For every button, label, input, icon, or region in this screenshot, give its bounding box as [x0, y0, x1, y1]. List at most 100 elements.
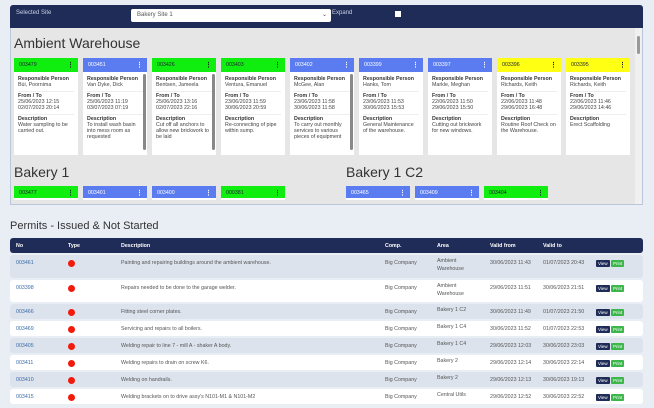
permit-number[interactable]: 003397: [433, 62, 451, 68]
kebab-menu-icon[interactable]: ⋮: [205, 62, 212, 69]
print-button[interactable]: Print: [611, 326, 625, 333]
view-button[interactable]: View: [596, 309, 610, 316]
permit-card-body: Responsible Person Markle, Meghan From / T…: [428, 72, 492, 155]
permit-card[interactable]: 003395 ⋮ Responsible Person Richards, Keith…: [566, 58, 630, 155]
site-select[interactable]: Bakery Site 1 ⌄: [131, 9, 331, 22]
permit-number[interactable]: 003409: [420, 190, 438, 196]
permit-card-header[interactable]: 003426 ⋮: [152, 58, 216, 72]
view-button[interactable]: View: [596, 394, 610, 401]
permit-number[interactable]: 003479: [19, 62, 37, 68]
permit-card-header[interactable]: 003396 ⋮: [497, 58, 561, 72]
permit-number[interactable]: 003399: [364, 62, 382, 68]
permit-link[interactable]: 003415: [16, 394, 34, 400]
permit-card-header[interactable]: 003397 ⋮: [428, 58, 492, 72]
kebab-menu-icon[interactable]: ⋮: [67, 190, 74, 197]
kebab-menu-icon[interactable]: ⋮: [205, 190, 212, 197]
status-dot-icon: [68, 285, 75, 292]
permit-card[interactable]: 003403 ⋮ Responsible Person Ventura, Emanue…: [221, 58, 285, 155]
print-button[interactable]: Print: [611, 260, 625, 267]
permit-card[interactable]: 003479 ⋮ Responsible Person Bùi, Poornima Fr…: [14, 58, 78, 155]
permit-card[interactable]: 003426 ⋮ Responsible Person Bentsen, Jameel…: [152, 58, 216, 155]
permit-number[interactable]: 000381: [226, 190, 244, 196]
view-button[interactable]: View: [596, 377, 610, 384]
permit-card[interactable]: 000381 ⋮: [221, 186, 285, 200]
print-button[interactable]: Print: [611, 360, 625, 367]
permit-number[interactable]: 003426: [157, 62, 175, 68]
view-button[interactable]: View: [596, 343, 610, 350]
view-button[interactable]: View: [596, 260, 610, 267]
permit-card-header[interactable]: 003479 ⋮: [14, 58, 78, 72]
permit-link[interactable]: 003411: [16, 360, 34, 366]
permit-card[interactable]: 003401 ⋮: [83, 186, 147, 200]
column-header[interactable]: Valid to: [543, 243, 562, 249]
permit-card[interactable]: 003400 ⋮: [152, 186, 216, 200]
kebab-menu-icon[interactable]: ⋮: [412, 62, 419, 69]
permit-number[interactable]: 003451: [88, 62, 106, 68]
column-header[interactable]: Area: [437, 243, 449, 249]
permit-number[interactable]: 003403: [226, 62, 244, 68]
permit-card-header[interactable]: 003451 ⋮: [83, 58, 147, 72]
kebab-menu-icon[interactable]: ⋮: [136, 190, 143, 197]
kebab-menu-icon[interactable]: ⋮: [468, 190, 475, 197]
permit-number[interactable]: 003395: [571, 62, 589, 68]
view-button[interactable]: View: [596, 285, 610, 292]
column-header[interactable]: Type: [68, 243, 80, 249]
permit-card-header[interactable]: 003402 ⋮: [290, 58, 354, 72]
card-scrollbar[interactable]: [212, 74, 215, 150]
permit-link[interactable]: 003461: [16, 260, 34, 266]
print-button[interactable]: Print: [611, 343, 625, 350]
kebab-menu-icon[interactable]: ⋮: [619, 62, 626, 69]
panel-scrollbar[interactable]: [635, 28, 642, 204]
permit-card[interactable]: 003399 ⋮ Responsible Person Hanks, Tom From …: [359, 58, 423, 155]
permit-link[interactable]: 003469: [16, 326, 34, 332]
valid-to: 30/06/2023 19:13: [543, 377, 585, 383]
print-button[interactable]: Print: [611, 309, 625, 316]
permit-card-header[interactable]: 003403 ⋮: [221, 58, 285, 72]
permit-link[interactable]: 003466: [16, 309, 34, 315]
kebab-menu-icon[interactable]: ⋮: [136, 62, 143, 69]
expand-checkbox[interactable]: [395, 11, 401, 17]
permit-card[interactable]: 003409 ⋮: [415, 186, 479, 200]
permit-number[interactable]: 003396: [502, 62, 520, 68]
permit-number[interactable]: 003477: [19, 190, 37, 196]
permit-card[interactable]: 003404 ⋮: [484, 186, 548, 200]
column-header[interactable]: Valid from: [490, 243, 516, 249]
kebab-menu-icon[interactable]: ⋮: [399, 190, 406, 197]
kebab-menu-icon[interactable]: ⋮: [481, 62, 488, 69]
view-button[interactable]: View: [596, 360, 610, 367]
permit-number[interactable]: 003402: [295, 62, 313, 68]
permit-card[interactable]: 003451 ⋮ Responsible Person Van Dyke, Dick F…: [83, 58, 147, 155]
permit-number[interactable]: 003465: [351, 190, 369, 196]
permit-card[interactable]: 003397 ⋮ Responsible Person Markle, Meghan F…: [428, 58, 492, 155]
valid-to: 30/06/2023 22:52: [543, 394, 585, 400]
permit-link[interactable]: 003398: [16, 285, 34, 291]
print-button[interactable]: Print: [611, 285, 625, 292]
card-scrollbar[interactable]: [350, 74, 353, 150]
permit-card[interactable]: 003402 ⋮ Responsible Person McGee, Alan From…: [290, 58, 354, 155]
column-header[interactable]: Comp.: [385, 243, 402, 249]
card-scrollbar[interactable]: [143, 74, 146, 150]
print-button[interactable]: Print: [611, 394, 625, 401]
permit-link[interactable]: 003405: [16, 343, 34, 349]
view-button[interactable]: View: [596, 326, 610, 333]
kebab-menu-icon[interactable]: ⋮: [343, 62, 350, 69]
area: Bakery 1 C2: [437, 307, 467, 313]
permit-card-header[interactable]: 003399 ⋮: [359, 58, 423, 72]
kebab-menu-icon[interactable]: ⋮: [274, 190, 281, 197]
permit-card[interactable]: 003477 ⋮: [14, 186, 78, 200]
permit-number[interactable]: 003401: [88, 190, 106, 196]
column-header[interactable]: Description: [121, 243, 151, 249]
permits-table-header: No Type Description Comp. Area Valid from Vali…: [10, 238, 643, 253]
permit-card[interactable]: 003465 ⋮: [346, 186, 410, 200]
permit-card[interactable]: 003396 ⋮ Responsible Person Richards, Keith…: [497, 58, 561, 155]
print-button[interactable]: Print: [611, 377, 625, 384]
permit-number[interactable]: 003404: [489, 190, 507, 196]
kebab-menu-icon[interactable]: ⋮: [67, 62, 74, 69]
permit-number[interactable]: 003400: [157, 190, 175, 196]
permit-link[interactable]: 003410: [16, 377, 34, 383]
kebab-menu-icon[interactable]: ⋮: [537, 190, 544, 197]
kebab-menu-icon[interactable]: ⋮: [550, 62, 557, 69]
column-header[interactable]: No: [16, 243, 24, 249]
kebab-menu-icon[interactable]: ⋮: [274, 62, 281, 69]
permit-card-header[interactable]: 003395 ⋮: [566, 58, 630, 72]
